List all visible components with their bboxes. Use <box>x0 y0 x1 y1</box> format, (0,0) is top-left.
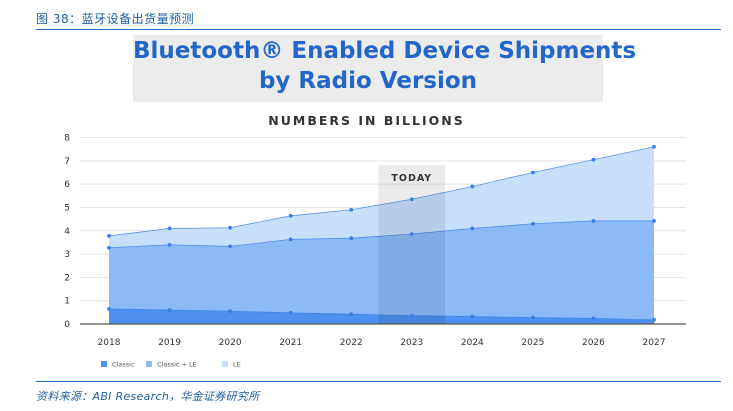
chart-title-line-2: by Radio Version <box>258 68 478 94</box>
point-classic-2027 <box>652 317 656 322</box>
point-classic-2018 <box>107 306 111 311</box>
area-classic <box>109 308 654 324</box>
legend-label-classic-le: Classic + LE <box>157 361 197 369</box>
point-classic-le-2018 <box>107 245 111 250</box>
y-tick-label-4: 4 <box>64 227 70 237</box>
point-classic-2022 <box>349 312 354 317</box>
point-le-2021 <box>288 213 293 218</box>
x-tick-label-2023: 2023 <box>400 338 423 348</box>
point-classic-2024 <box>470 314 475 319</box>
x-tick-label-2024: 2024 <box>461 338 484 348</box>
y-tick-label-2: 2 <box>64 273 70 283</box>
y-tick-label-6: 6 <box>64 180 70 190</box>
x-tick-label-2025: 2025 <box>521 338 544 348</box>
legend-swatch-le <box>222 361 228 367</box>
point-classic-2025 <box>530 315 535 320</box>
x-tick-label-2018: 2018 <box>98 338 121 348</box>
chart-title-box: Bluetooth® Enabled Device Shipments by R… <box>133 35 637 102</box>
point-classic-le-2021 <box>288 237 293 242</box>
x-tick-label-2021: 2021 <box>279 338 302 348</box>
point-classic-2019 <box>167 308 172 312</box>
point-le-2023 <box>409 197 414 202</box>
point-classic-2026 <box>591 316 596 321</box>
legend-swatch-classic-le <box>146 361 152 367</box>
point-classic-le-2020 <box>228 244 233 249</box>
today-label: TODAY <box>391 173 432 184</box>
chart-subtitle: NUMBERS IN BILLIONS <box>268 113 465 128</box>
point-classic-2023 <box>409 313 414 318</box>
x-tick-label-2020: 2020 <box>219 338 242 348</box>
line-classic <box>108 308 655 321</box>
legend-swatch-classic <box>101 361 107 367</box>
point-le-2019 <box>167 226 172 231</box>
point-classic-le-2022 <box>349 236 354 241</box>
y-tick-label-8: 8 <box>64 134 70 144</box>
y-tick-label-7: 7 <box>64 157 70 167</box>
point-classic-2021 <box>288 310 293 315</box>
area-classic-le <box>109 220 654 324</box>
point-le-2022 <box>349 207 354 212</box>
x-tick-label-2019: 2019 <box>158 338 181 348</box>
point-classic-le-2024 <box>470 226 475 231</box>
y-tick-label-0: 0 <box>64 320 70 330</box>
point-le-2024 <box>470 184 475 189</box>
source-note: 资料来源：ABI Research，华金证券研究所 <box>36 390 260 403</box>
caption-rule <box>36 29 721 30</box>
point-classic-le-2027 <box>652 219 656 223</box>
point-le-2027 <box>652 144 656 149</box>
legend-label-le: LE <box>233 361 241 369</box>
legend-label-classic: Classic <box>112 361 135 369</box>
today-band <box>378 165 446 324</box>
point-le-2026 <box>591 157 596 162</box>
source-rule <box>36 381 721 382</box>
point-le-2020 <box>228 225 233 230</box>
y-tick-label-1: 1 <box>64 297 70 307</box>
x-tick-label-2022: 2022 <box>340 338 363 348</box>
y-tick-label-3: 3 <box>64 250 70 260</box>
point-classic-le-2026 <box>591 219 596 223</box>
point-classic-le-2023 <box>409 232 414 236</box>
point-le-2025 <box>530 170 535 175</box>
point-classic-2020 <box>228 309 233 314</box>
point-classic-le-2019 <box>167 242 172 247</box>
figure-caption: 图 38：蓝牙设备出货量预测 <box>36 12 195 26</box>
y-tick-label-5: 5 <box>64 203 70 213</box>
point-le-2018 <box>107 233 111 238</box>
point-classic-le-2025 <box>530 221 535 226</box>
x-tick-label-2026: 2026 <box>582 338 605 348</box>
line-classic-le <box>108 220 654 249</box>
line-le <box>108 146 655 237</box>
x-tick-label-2027: 2027 <box>643 338 666 348</box>
chart-title-line-1: Bluetooth® Enabled Device Shipments <box>133 38 637 64</box>
